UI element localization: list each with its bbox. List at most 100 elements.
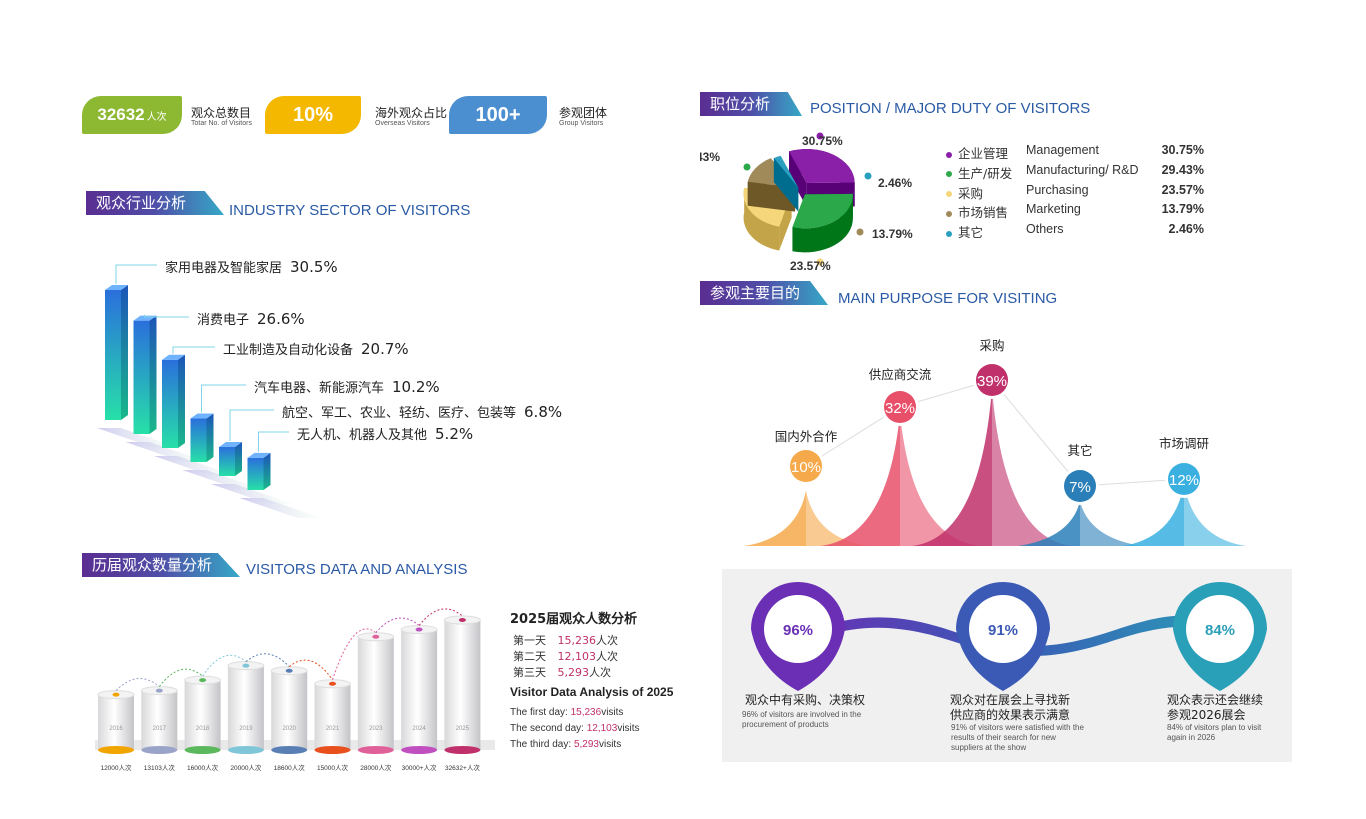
industry-leader-line	[172, 346, 215, 354]
history-section-title: VISITORS DATA AND ANALYSIS	[246, 561, 468, 578]
history-value-label: 13103人次	[144, 763, 176, 772]
purpose-peak-left	[912, 388, 992, 546]
drop3-desc: 84% of visitors plan to visit again in 2…	[1167, 723, 1262, 742]
pie-value-label: 29.43%	[700, 150, 720, 164]
history-day-row: 第一天 15,236人次	[513, 633, 690, 649]
history-year-label: 2018	[196, 726, 210, 732]
history-cylinder	[314, 683, 351, 750]
history-value-label: 28000人次	[360, 763, 392, 772]
history-cylinder-base	[444, 746, 481, 754]
industry-bar-shadow	[211, 484, 293, 504]
purpose-peak-chart: 10% 国内外合作 32% 供应商交流 39% 采购 7% 其它 12% 市场调研	[744, 338, 1246, 546]
industry-label: 消费电子 26.6%	[197, 309, 305, 328]
history-arc	[375, 617, 420, 634]
day1-cn-label: 第一天	[513, 634, 546, 647]
day1-cn-unit: 人次	[596, 634, 618, 647]
history-year-label: 2019	[239, 726, 253, 732]
industry-bar-top	[190, 413, 214, 419]
history-cylinder-base	[141, 746, 178, 754]
pie-slice-side	[792, 193, 853, 253]
industry-bar-chart	[97, 264, 322, 518]
pie-label-dot	[856, 228, 864, 236]
history-arc	[245, 653, 290, 668]
industry-bar-side	[149, 315, 157, 434]
history-cylinder-dot	[329, 681, 336, 686]
history-arc	[115, 678, 160, 691]
history-value-label: 12000人次	[100, 763, 132, 772]
day2-cn-label: 第二天	[513, 650, 546, 663]
purpose-category-label: 国内外合作	[775, 429, 838, 444]
industry-leader-line	[229, 409, 274, 442]
history-year-label: 2016	[109, 726, 123, 732]
legend-cn: 市场销售	[958, 205, 1009, 221]
history-cylinder	[98, 694, 134, 750]
history-cylinder-dot	[112, 692, 120, 697]
purpose-category-label: 供应商交流	[869, 367, 932, 382]
legend-value: 2.46%	[1168, 222, 1204, 237]
industry-category: 航空、军工、农业、轻纺、医疗、包装等	[282, 406, 517, 421]
industry-value: 6.8%	[524, 403, 563, 421]
industry-bar	[247, 457, 264, 490]
stat-total-pill: 32632 人次	[82, 96, 182, 134]
history-arc	[158, 668, 203, 687]
industry-bar-shadow	[154, 456, 236, 476]
purpose-section-title: MAIN PURPOSE FOR VISITING	[838, 290, 1058, 307]
stat-group-pill: 100+	[449, 96, 547, 134]
stat-group-value: 100+	[475, 103, 521, 126]
industry-bar	[190, 418, 207, 462]
history-cylinder-base	[314, 746, 351, 754]
stat-total-label: 观众总数目	[191, 106, 252, 120]
history-year-label: 2020	[283, 726, 297, 732]
industry-label: 航空、军工、农业、轻纺、医疗、包装等 6.8%	[282, 402, 562, 421]
history-arc	[332, 628, 377, 680]
pie-value-label: 13.79%	[872, 227, 913, 241]
day3-en-value: 5,293	[573, 739, 599, 750]
industry-category: 消费电子	[197, 313, 250, 328]
history-year-label: 2017	[153, 726, 167, 732]
industry-leader-line	[201, 384, 246, 413]
day3-cn-unit: 人次	[589, 666, 611, 679]
purpose-circle	[790, 450, 822, 482]
history-value-label: 32632+人次	[445, 763, 480, 772]
purpose-circle	[1168, 463, 1200, 495]
industry-bar-shadow	[239, 498, 322, 518]
legend-en: Purchasing	[1026, 182, 1089, 197]
purpose-circle	[976, 364, 1008, 396]
industry-value: 30.5%	[290, 258, 338, 276]
pie-label-dot	[816, 258, 824, 266]
history-panel-title-cn: 2025届观众人数分析	[510, 612, 638, 627]
industry-bar-top	[219, 442, 242, 448]
history-cylinder-dot	[285, 668, 293, 673]
history-day-row-en: The third day: 5,293visits	[510, 737, 690, 753]
industry-value: 10.2%	[392, 378, 440, 396]
legend-dot-icon	[946, 191, 952, 198]
industry-leader-line	[258, 431, 289, 452]
drop2-title: 观众对在展会上寻找新供应商的效果表示满意	[950, 693, 1071, 722]
industry-label: 家用电器及智能家居 30.5%	[165, 257, 338, 276]
purpose-peak-left	[1018, 501, 1080, 546]
history-value-label: 16000人次	[187, 763, 219, 772]
survey-drops-chart: 96% 91% 84%	[751, 581, 1267, 691]
history-day-row: 第二天 12,103人次	[513, 649, 690, 665]
pie-legend-row: 采购 Purchasing 23.57%	[946, 183, 1206, 201]
survey-drop-value: 91%	[988, 622, 1018, 639]
purpose-peak-left	[744, 490, 806, 546]
pie-legend-row: 其它 Others 2.46%	[946, 222, 1206, 240]
legend-value: 30.75%	[1161, 143, 1204, 157]
day2-en-label: The second day:	[510, 723, 584, 734]
day3-cn-label: 第三天	[513, 666, 546, 679]
legend-en: Management	[1026, 143, 1099, 157]
history-year-label: 2024	[412, 726, 426, 732]
industry-leader-line	[144, 314, 189, 318]
stat-group-label: 参观团体	[559, 106, 608, 120]
day2-cn-value: 12,103	[557, 650, 597, 663]
industry-bar-shadow	[97, 428, 179, 448]
history-value-label: 20000人次	[230, 763, 262, 772]
day1-en-value: 15,236	[570, 707, 602, 718]
purpose-peak-left	[820, 412, 900, 546]
history-cylinder-dot	[155, 688, 163, 693]
industry-value: 26.6%	[257, 310, 305, 328]
position-section-tag: 职位分析	[700, 92, 802, 116]
survey-drop-value: 84%	[1205, 622, 1235, 639]
history-arc	[202, 654, 247, 677]
